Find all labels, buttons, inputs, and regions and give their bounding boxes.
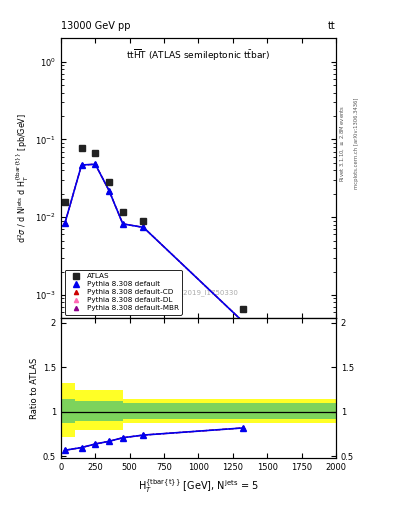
Pythia 8.308 default-CD (241, 319, 246, 325)
Pythia 8.308 default-DL (120, 221, 125, 227)
ATLAS (93, 150, 97, 156)
Pythia 8.308 default-MBR (79, 162, 84, 168)
Pythia 8.308 default-MBR (107, 187, 112, 194)
Line: Pythia 8.308 default-CD: Pythia 8.308 default-CD (63, 162, 245, 324)
X-axis label: H$_T^{\rm\{tbar\{t\}\}}$ [GeV], N$^{\rm jets}$ = 5: H$_T^{\rm\{tbar\{t\}\}}$ [GeV], N$^{\rm … (138, 478, 259, 496)
Pythia 8.308 default-CD (107, 187, 112, 194)
Text: tt$\overline{\rm H}$T (ATLAS semileptonic t$\bar{\rm t}$bar): tt$\overline{\rm H}$T (ATLAS semileptoni… (127, 48, 270, 63)
ATLAS (241, 306, 246, 312)
Pythia 8.308 default (107, 187, 112, 194)
Line: Pythia 8.308 default-MBR: Pythia 8.308 default-MBR (63, 162, 245, 324)
ATLAS (107, 179, 112, 185)
Pythia 8.308 default (63, 220, 68, 226)
Pythia 8.308 default (241, 319, 246, 325)
Pythia 8.308 default-MBR (241, 319, 246, 325)
Pythia 8.308 default (93, 161, 97, 167)
Pythia 8.308 default-CD (93, 161, 97, 167)
Pythia 8.308 default (79, 162, 84, 168)
Legend: ATLAS, Pythia 8.308 default, Pythia 8.308 default-CD, Pythia 8.308 default-DL, P: ATLAS, Pythia 8.308 default, Pythia 8.30… (64, 270, 182, 315)
Pythia 8.308 default-DL (107, 187, 112, 194)
ATLAS (63, 199, 68, 205)
Pythia 8.308 default-DL (241, 319, 246, 325)
Line: Pythia 8.308 default: Pythia 8.308 default (62, 161, 246, 325)
Pythia 8.308 default-CD (63, 220, 68, 226)
Pythia 8.308 default (141, 224, 146, 230)
Pythia 8.308 default-MBR (93, 161, 97, 167)
Pythia 8.308 default-DL (63, 220, 68, 226)
Text: tt: tt (328, 22, 336, 31)
ATLAS (141, 218, 146, 224)
Line: ATLAS: ATLAS (62, 145, 246, 312)
Pythia 8.308 default-DL (141, 224, 146, 230)
Pythia 8.308 default-MBR (120, 221, 125, 227)
Pythia 8.308 default-CD (79, 162, 84, 168)
Pythia 8.308 default-MBR (63, 220, 68, 226)
Pythia 8.308 default-MBR (141, 224, 146, 230)
ATLAS (120, 209, 125, 216)
Pythia 8.308 default-CD (141, 224, 146, 230)
Pythia 8.308 default-CD (120, 221, 125, 227)
Y-axis label: Ratio to ATLAS: Ratio to ATLAS (30, 358, 39, 419)
Text: ATLAS_2019_I1750330: ATLAS_2019_I1750330 (158, 290, 239, 296)
Text: mcplots.cern.ch [arXiv:1306.3436]: mcplots.cern.ch [arXiv:1306.3436] (354, 98, 359, 189)
Y-axis label: d$^2\sigma$ / d N$^{\rm jets}$ d H$_T^{\rm\{tbar\{t\}\}}$ [pb/GeV]: d$^2\sigma$ / d N$^{\rm jets}$ d H$_T^{\… (15, 113, 31, 243)
Pythia 8.308 default-DL (79, 162, 84, 168)
Text: Rivet 3.1.10, $\geq$ 2.8M events: Rivet 3.1.10, $\geq$ 2.8M events (339, 105, 346, 182)
Pythia 8.308 default (120, 221, 125, 227)
Pythia 8.308 default-DL (93, 161, 97, 167)
ATLAS (79, 145, 84, 151)
Line: Pythia 8.308 default-DL: Pythia 8.308 default-DL (63, 162, 245, 324)
Text: 13000 GeV pp: 13000 GeV pp (61, 22, 130, 31)
